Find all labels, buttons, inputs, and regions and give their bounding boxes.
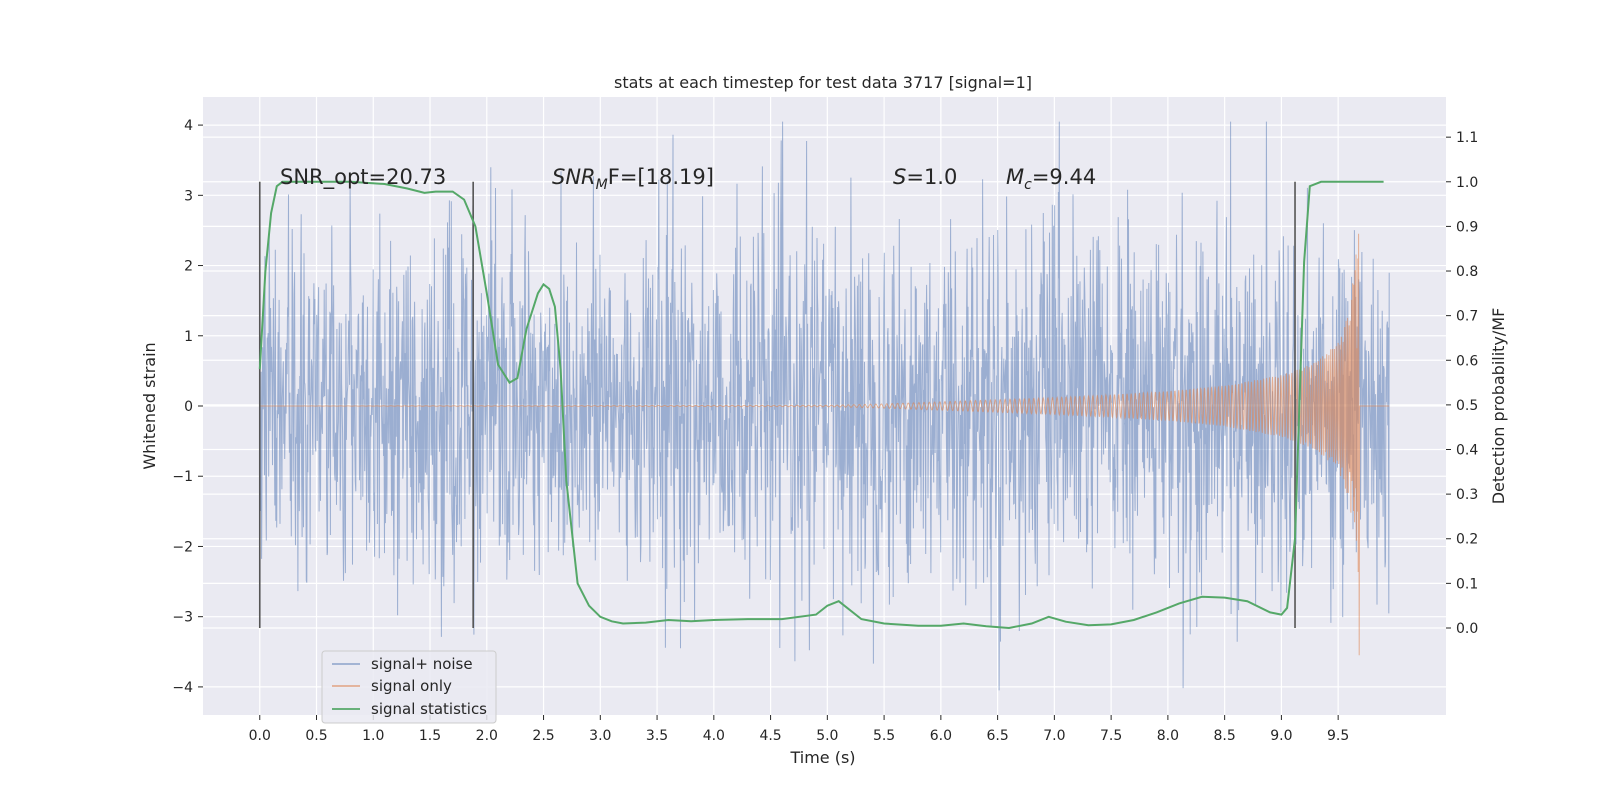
y-tick-label-right: 1.0 bbox=[1456, 175, 1478, 191]
legend-label-signal-statistics: signal statistics bbox=[371, 700, 487, 718]
legend: signal+ noise signal only signal statist… bbox=[321, 650, 497, 724]
y-tick-label-right: 0.1 bbox=[1456, 576, 1478, 592]
legend-label-signal-only: signal only bbox=[371, 677, 452, 695]
y-tick-label-right: 0.4 bbox=[1456, 443, 1478, 459]
chart-title: stats at each timestep for test data 371… bbox=[614, 73, 1032, 92]
x-tick-label: 8.5 bbox=[1214, 728, 1236, 744]
signal-plus-noise-line bbox=[259, 121, 1390, 691]
mc-symbol: M bbox=[1006, 165, 1024, 189]
annotation-mc: Mc=9.44 bbox=[1006, 165, 1096, 193]
left-y-axis-label: Whitened strain bbox=[140, 342, 159, 469]
snr-mf-symbol: SNR bbox=[552, 165, 596, 189]
annotation-snr-mf: SNRMF=[18.19] bbox=[552, 165, 714, 193]
series-signal-statistics bbox=[258, 180, 1384, 630]
mc-value: =9.44 bbox=[1032, 165, 1096, 189]
snr-mf-value: F=[18.19] bbox=[608, 165, 714, 189]
series-signal-plus-noise bbox=[259, 121, 1390, 691]
x-tick-label: 7.5 bbox=[1100, 728, 1122, 744]
y-tick-label-right: 0.5 bbox=[1456, 398, 1478, 414]
y-tick-label-left: −3 bbox=[172, 610, 193, 626]
x-tick-label: 3.5 bbox=[646, 728, 668, 744]
signal-statistics-line bbox=[258, 180, 1384, 630]
y-tick-label-left: 0 bbox=[184, 399, 193, 415]
x-tick-label: 6.5 bbox=[986, 728, 1008, 744]
x-tick-label: 6.0 bbox=[930, 728, 952, 744]
annotation-s: S=1.0 bbox=[893, 165, 957, 189]
y-tick-label-right: 1.1 bbox=[1456, 130, 1478, 146]
mc-subscript: c bbox=[1024, 177, 1032, 193]
x-tick-labels: 0.0 0.5 1.0 1.5 2.0 2.5 3.0 3.5 4.0 4.5 5.0 5.5 6.0 6… bbox=[249, 715, 1349, 744]
legend-box bbox=[321, 650, 497, 724]
y-tick-label-right: 0.6 bbox=[1456, 353, 1478, 369]
left-y-tick-labels: −4 −3 −2 −1 0 1 2 3 4 bbox=[172, 118, 203, 696]
y-tick-label-right: 0.7 bbox=[1456, 309, 1478, 325]
x-tick-label: 0.5 bbox=[305, 728, 327, 744]
x-tick-label: 9.0 bbox=[1270, 728, 1292, 744]
x-tick-label: 8.0 bbox=[1157, 728, 1179, 744]
x-tick-label: 0.0 bbox=[249, 728, 271, 744]
y-tick-label-left: 4 bbox=[184, 118, 193, 134]
x-tick-label: 3.0 bbox=[589, 728, 611, 744]
y-tick-label-right: 0.2 bbox=[1456, 532, 1478, 548]
right-y-axis-label: Detection probability/MF bbox=[1489, 308, 1508, 505]
y-tick-label-right: 0.8 bbox=[1456, 264, 1478, 280]
snr-mf-subscript: M bbox=[596, 177, 608, 193]
y-tick-label-left: −2 bbox=[172, 539, 193, 555]
y-tick-label-left: 3 bbox=[184, 188, 193, 204]
y-tick-label-left: 2 bbox=[184, 259, 193, 275]
x-tick-label: 1.5 bbox=[419, 728, 441, 744]
x-tick-label: 2.5 bbox=[532, 728, 554, 744]
right-y-tick-labels: 0.0 0.1 0.2 0.3 0.4 0.5 0.6 0.7 0.8 0.9 1.0 1.1 bbox=[1446, 130, 1478, 637]
legend-label-signal-plus-noise: signal+ noise bbox=[371, 655, 473, 673]
annotation-snr-opt: SNR_opt=20.73 bbox=[280, 165, 446, 190]
x-tick-label: 4.5 bbox=[759, 728, 781, 744]
y-tick-label-right: 0.3 bbox=[1456, 487, 1478, 503]
s-value: =1.0 bbox=[906, 165, 957, 189]
x-tick-label: 4.0 bbox=[703, 728, 725, 744]
x-tick-label: 1.0 bbox=[362, 728, 384, 744]
x-tick-label: 2.0 bbox=[476, 728, 498, 744]
y-tick-label-left: −4 bbox=[172, 680, 193, 696]
annotation-group: SNR_opt=20.73 SNRMF=[18.19] S=1.0 Mc=9.4… bbox=[280, 165, 1096, 193]
y-tick-label-right: 0.9 bbox=[1456, 219, 1478, 235]
s-symbol: S bbox=[893, 165, 906, 189]
vertical-markers bbox=[258, 181, 1296, 628]
y-tick-label-right: 0.0 bbox=[1456, 621, 1478, 637]
signal-only-line bbox=[259, 233, 1390, 656]
x-tick-label: 7.0 bbox=[1043, 728, 1065, 744]
x-tick-label: 5.0 bbox=[816, 728, 838, 744]
y-tick-label-left: −1 bbox=[172, 469, 193, 485]
x-axis-label: Time (s) bbox=[789, 748, 855, 767]
x-tick-label: 9.5 bbox=[1327, 728, 1349, 744]
x-tick-label: 5.5 bbox=[873, 728, 895, 744]
y-tick-label-left: 1 bbox=[184, 329, 193, 345]
series-signal-only bbox=[259, 233, 1390, 656]
